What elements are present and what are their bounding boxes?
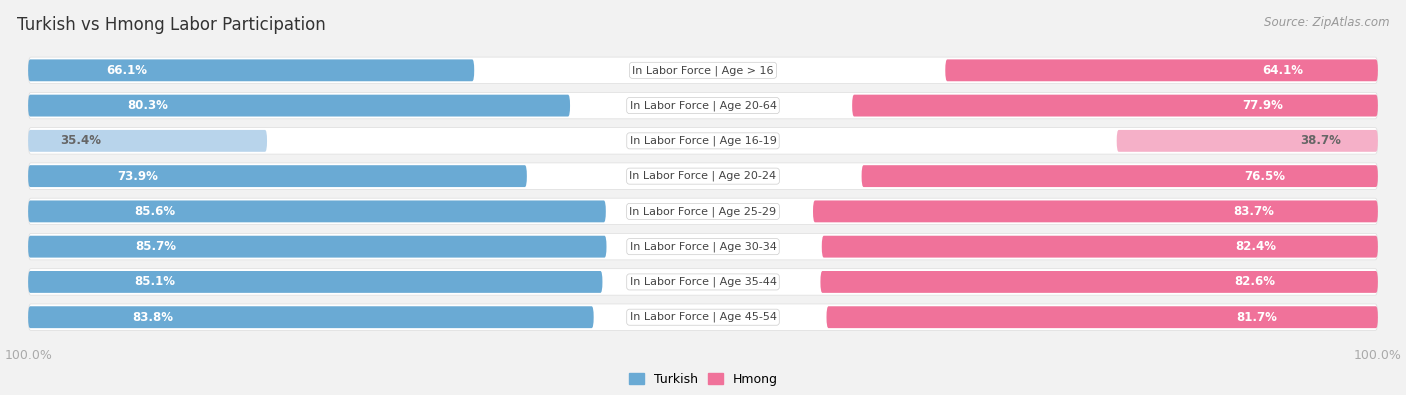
Text: In Labor Force | Age 45-54: In Labor Force | Age 45-54 [630, 312, 776, 322]
Text: 80.3%: 80.3% [127, 99, 167, 112]
Text: 83.8%: 83.8% [132, 311, 173, 324]
Legend: Turkish, Hmong: Turkish, Hmong [623, 368, 783, 391]
Text: 35.4%: 35.4% [60, 134, 101, 147]
FancyBboxPatch shape [28, 271, 602, 293]
Text: 66.1%: 66.1% [105, 64, 146, 77]
Text: In Labor Force | Age 16-19: In Labor Force | Age 16-19 [630, 135, 776, 146]
Text: 77.9%: 77.9% [1241, 99, 1282, 112]
Text: 81.7%: 81.7% [1236, 311, 1277, 324]
Text: 85.7%: 85.7% [135, 240, 176, 253]
Text: 38.7%: 38.7% [1301, 134, 1341, 147]
Text: 82.6%: 82.6% [1234, 275, 1275, 288]
Text: 73.9%: 73.9% [118, 169, 159, 182]
Text: In Labor Force | Age 30-34: In Labor Force | Age 30-34 [630, 241, 776, 252]
FancyBboxPatch shape [28, 198, 1378, 225]
FancyBboxPatch shape [28, 57, 1378, 84]
FancyBboxPatch shape [28, 59, 474, 81]
Text: 82.4%: 82.4% [1234, 240, 1277, 253]
FancyBboxPatch shape [813, 201, 1378, 222]
Text: 64.1%: 64.1% [1263, 64, 1303, 77]
FancyBboxPatch shape [28, 304, 1378, 331]
Text: 85.6%: 85.6% [135, 205, 176, 218]
FancyBboxPatch shape [28, 201, 606, 222]
FancyBboxPatch shape [28, 165, 527, 187]
FancyBboxPatch shape [28, 92, 1378, 119]
FancyBboxPatch shape [28, 95, 569, 117]
Text: 76.5%: 76.5% [1244, 169, 1285, 182]
Text: In Labor Force | Age 35-44: In Labor Force | Age 35-44 [630, 276, 776, 287]
FancyBboxPatch shape [945, 59, 1378, 81]
FancyBboxPatch shape [28, 128, 1378, 154]
FancyBboxPatch shape [28, 233, 1378, 260]
FancyBboxPatch shape [28, 130, 267, 152]
FancyBboxPatch shape [821, 271, 1378, 293]
FancyBboxPatch shape [28, 236, 606, 258]
Text: In Labor Force | Age 20-64: In Labor Force | Age 20-64 [630, 100, 776, 111]
FancyBboxPatch shape [852, 95, 1378, 117]
FancyBboxPatch shape [827, 306, 1378, 328]
Text: In Labor Force | Age 20-24: In Labor Force | Age 20-24 [630, 171, 776, 181]
Text: Turkish vs Hmong Labor Participation: Turkish vs Hmong Labor Participation [17, 16, 326, 34]
FancyBboxPatch shape [28, 269, 1378, 295]
FancyBboxPatch shape [1116, 130, 1378, 152]
FancyBboxPatch shape [28, 306, 593, 328]
Text: In Labor Force | Age 25-29: In Labor Force | Age 25-29 [630, 206, 776, 216]
FancyBboxPatch shape [28, 163, 1378, 189]
Text: 85.1%: 85.1% [134, 275, 174, 288]
FancyBboxPatch shape [821, 236, 1378, 258]
Text: In Labor Force | Age > 16: In Labor Force | Age > 16 [633, 65, 773, 75]
Text: Source: ZipAtlas.com: Source: ZipAtlas.com [1264, 16, 1389, 29]
Text: 83.7%: 83.7% [1233, 205, 1274, 218]
FancyBboxPatch shape [862, 165, 1378, 187]
